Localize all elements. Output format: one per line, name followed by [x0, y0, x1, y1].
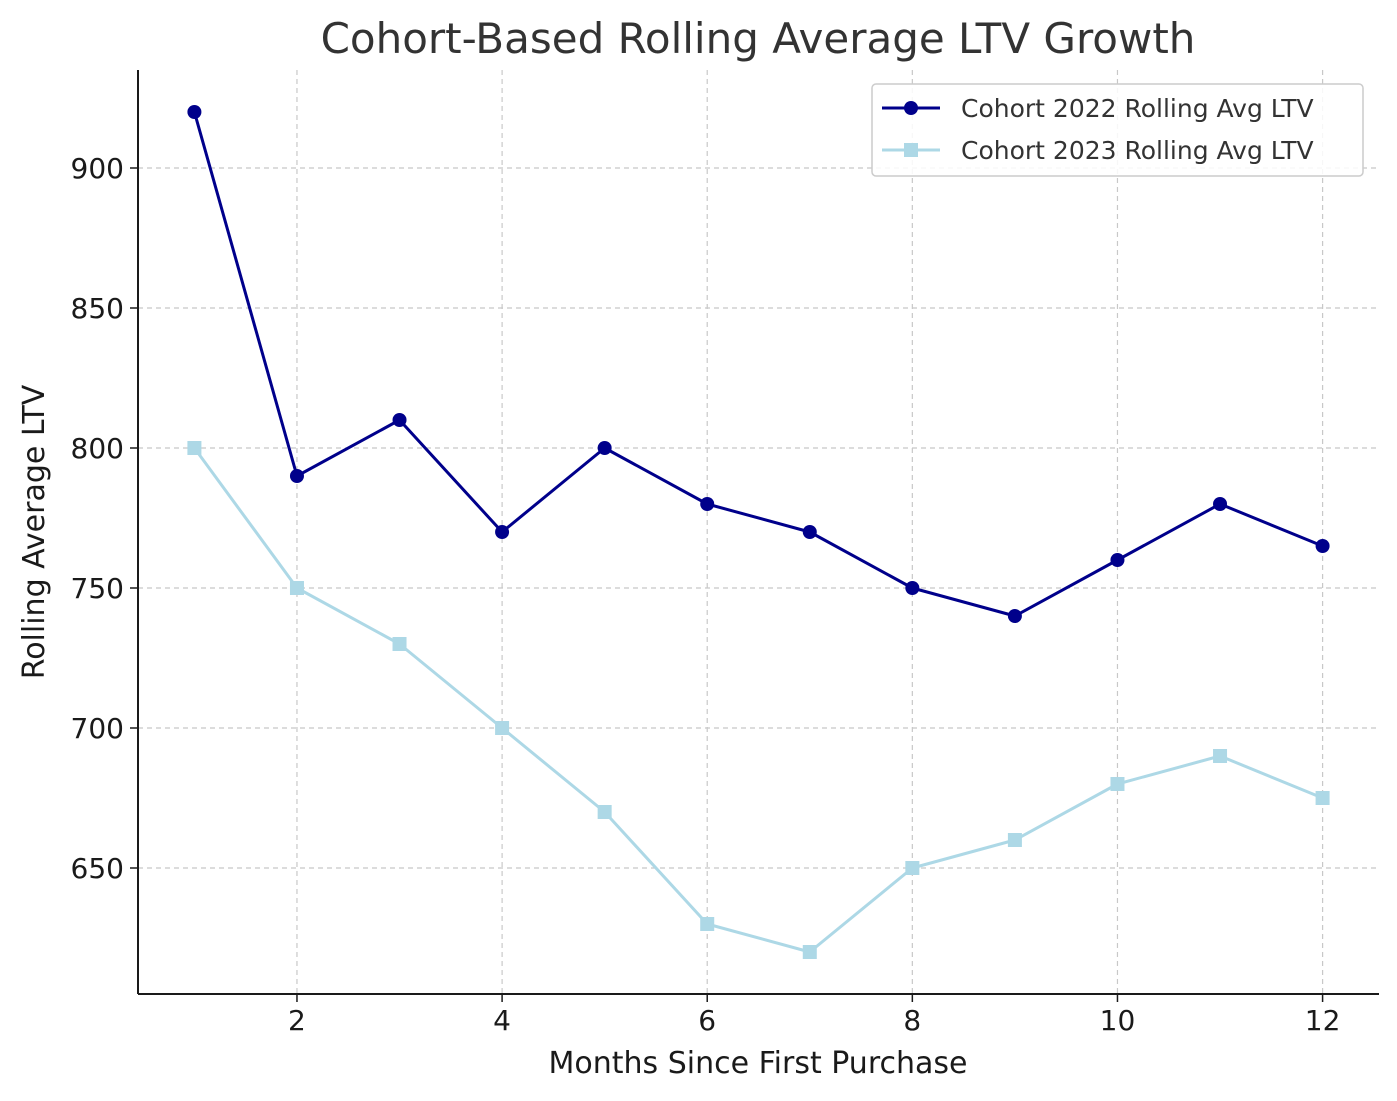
- chart-title: Cohort-Based Rolling Average LTV Growth: [321, 14, 1196, 63]
- data-point: [1315, 791, 1330, 805]
- series-line: [192, 111, 1324, 618]
- data-point: [905, 861, 920, 875]
- y-tick-label: 750: [71, 572, 124, 605]
- x-ticks: 2 4 6 8 10 12: [288, 994, 1340, 1037]
- legend-label: Cohort 2023 Rolling Avg LTV: [961, 136, 1314, 165]
- data-point: [597, 805, 612, 819]
- y-tick-label: 700: [71, 712, 124, 745]
- data-point: [495, 525, 510, 539]
- y-axis-title: Rolling Average LTV: [17, 384, 52, 679]
- x-axis-title: Months Since First Purchase: [549, 1046, 968, 1081]
- legend: Cohort 2022 Rolling Avg LTV Cohort 2023 R…: [871, 83, 1364, 177]
- legend-marker: [904, 143, 918, 157]
- y-tick-label: 650: [71, 852, 124, 885]
- data-point: [1110, 777, 1125, 791]
- x-tick-label: 12: [1305, 1004, 1341, 1037]
- data-point: [289, 469, 304, 483]
- data-point: [700, 917, 715, 931]
- data-point: [700, 497, 715, 511]
- series-2: [187, 441, 1330, 959]
- y-tick-label: 900: [71, 152, 124, 185]
- x-tick-label: 8: [903, 1004, 921, 1037]
- data-point: [1007, 609, 1022, 623]
- data-point: [187, 105, 202, 119]
- data-point: [1315, 539, 1330, 553]
- data-point: [1007, 833, 1022, 847]
- data-point: [1213, 497, 1228, 511]
- y-ticks: 650 700 750 800 850 900: [71, 152, 138, 885]
- data-point: [905, 581, 920, 595]
- x-tick-label: 4: [493, 1004, 511, 1037]
- legend-label: Cohort 2022 Rolling Avg LTV: [961, 94, 1314, 123]
- series-1: [187, 105, 1330, 623]
- series-line: [193, 447, 1324, 954]
- data-point: [802, 525, 817, 539]
- data-point: [597, 441, 612, 455]
- series: [187, 105, 1330, 959]
- data-point: [802, 945, 817, 959]
- x-tick-label: 6: [698, 1004, 716, 1037]
- data-point: [392, 637, 407, 651]
- data-point: [1213, 749, 1228, 763]
- y-tick-label: 850: [71, 292, 124, 325]
- legend-marker: [904, 101, 918, 115]
- data-point: [392, 413, 407, 427]
- x-tick-label: 10: [1100, 1004, 1136, 1037]
- data-point: [495, 721, 510, 735]
- data-point: [187, 441, 202, 455]
- axes: [137, 70, 1379, 995]
- data-point: [1110, 553, 1125, 567]
- y-tick-label: 800: [71, 432, 124, 465]
- x-tick-label: 2: [288, 1004, 306, 1037]
- legend-box: [871, 83, 1364, 177]
- grid-lines: [138, 70, 1379, 994]
- data-point: [289, 581, 304, 595]
